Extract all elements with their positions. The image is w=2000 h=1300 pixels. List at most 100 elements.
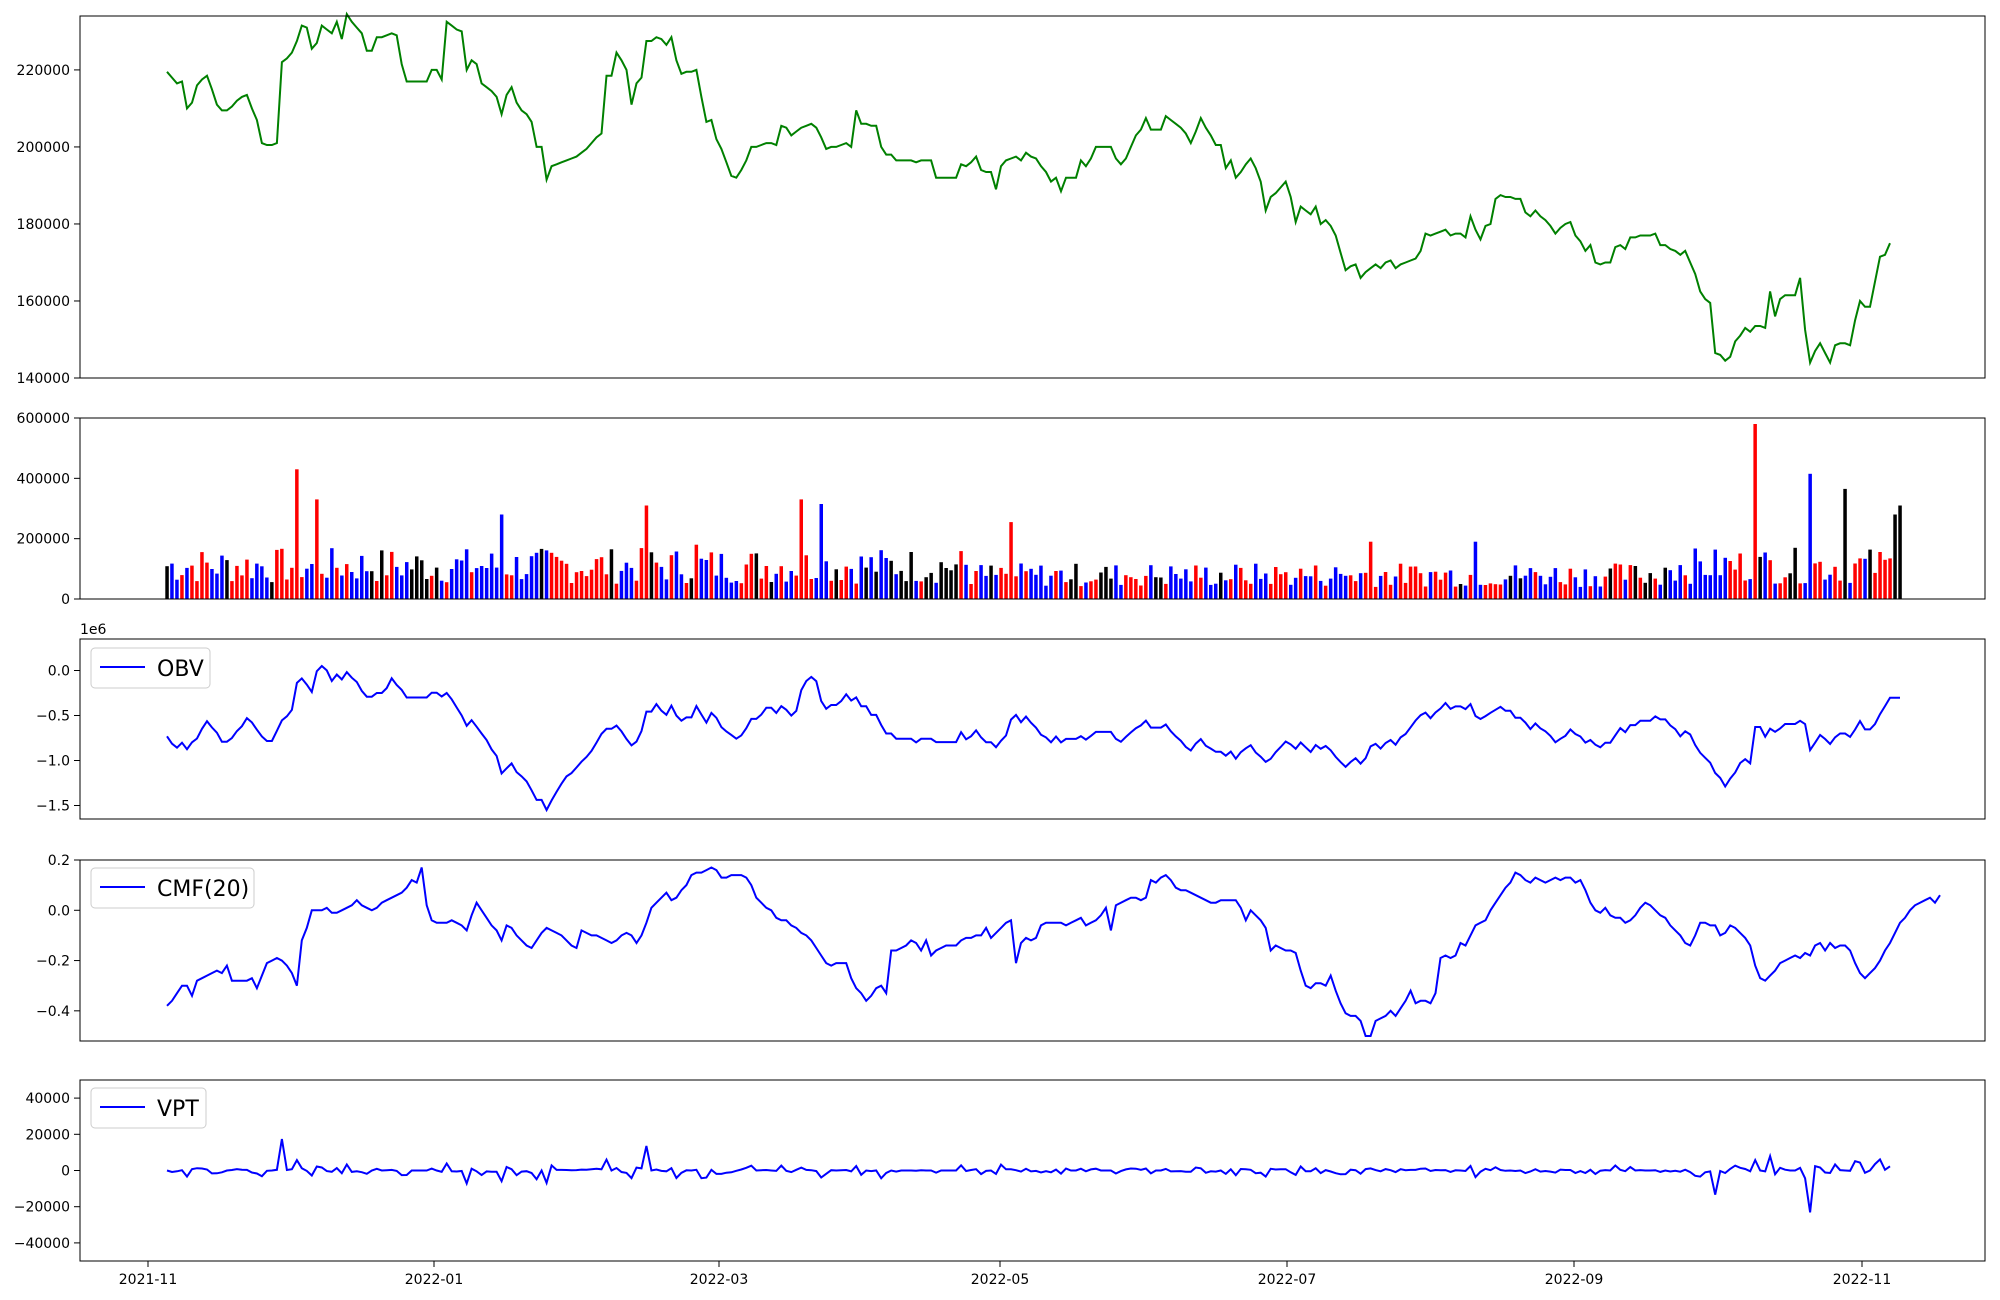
volume-bar bbox=[1648, 573, 1652, 599]
x-tick-label: 2022-09 bbox=[1545, 1272, 1604, 1288]
volume-bar bbox=[1323, 585, 1328, 599]
volume-bar bbox=[504, 574, 509, 599]
obv-legend: OBV bbox=[90, 647, 211, 689]
volume-bar bbox=[1328, 578, 1333, 599]
obv-line bbox=[166, 664, 1900, 813]
volume-bar bbox=[534, 552, 539, 599]
volume-bar bbox=[1293, 577, 1298, 599]
volume-bar bbox=[1318, 580, 1323, 599]
volume-bar bbox=[679, 574, 684, 599]
volume-bar bbox=[365, 571, 369, 599]
volume-bar bbox=[549, 552, 554, 599]
volume-bar bbox=[1683, 575, 1687, 599]
volume-bar bbox=[779, 566, 783, 599]
volume-bar bbox=[395, 566, 399, 599]
volume-bar bbox=[1543, 584, 1548, 599]
volume-bar bbox=[1898, 505, 1902, 599]
volume-bar bbox=[325, 577, 329, 599]
volume-bar bbox=[749, 553, 754, 599]
volume-bar bbox=[1533, 572, 1538, 599]
volume-bar bbox=[474, 568, 479, 599]
volume-bar bbox=[1358, 573, 1363, 599]
volume-bar bbox=[994, 574, 998, 599]
volume-bar bbox=[1403, 582, 1408, 599]
volume-bar bbox=[479, 566, 484, 599]
volume-bar bbox=[1493, 584, 1498, 599]
cmf-frame bbox=[79, 859, 1986, 1042]
volume-bar bbox=[1553, 568, 1558, 599]
obv-legend-label: OBV bbox=[157, 657, 204, 682]
volume-bar bbox=[959, 551, 963, 599]
volume-bar bbox=[380, 550, 384, 599]
volume-bar bbox=[1483, 585, 1488, 599]
volume-bar bbox=[464, 549, 469, 599]
volume-bar bbox=[360, 555, 364, 599]
volume-bar bbox=[1219, 572, 1223, 599]
volume-bar bbox=[1693, 548, 1697, 599]
volume-bar bbox=[285, 579, 289, 599]
volume-bar bbox=[684, 583, 689, 599]
obv-y-axis: 0.0 −0.5 −1.0 −1.5 bbox=[36, 664, 80, 815]
volume-bar bbox=[1079, 586, 1083, 599]
volume-bar bbox=[1169, 566, 1173, 599]
volume-bar bbox=[469, 572, 474, 599]
volume-bar bbox=[1308, 576, 1313, 599]
volume-bar bbox=[1109, 578, 1113, 599]
volume-bar bbox=[674, 551, 679, 599]
volume-bar bbox=[1518, 578, 1523, 599]
volume-bar bbox=[1488, 583, 1493, 599]
volume-bar bbox=[539, 548, 544, 599]
volume-bar bbox=[619, 570, 624, 599]
volume-bar bbox=[1653, 578, 1657, 599]
y-tick-label: 0.2 bbox=[48, 853, 70, 869]
volume-bar bbox=[609, 549, 614, 599]
volume-bar bbox=[1733, 569, 1737, 599]
volume-bar bbox=[639, 548, 644, 599]
volume-bar bbox=[175, 579, 179, 599]
volume-bar bbox=[964, 564, 968, 599]
volume-bar bbox=[589, 569, 594, 599]
volume-bar bbox=[1873, 572, 1877, 599]
volume-bar bbox=[300, 577, 304, 599]
volume-bar bbox=[305, 568, 309, 599]
volume-bar bbox=[290, 567, 294, 599]
volume-bar bbox=[944, 568, 948, 599]
volume-bar bbox=[1848, 582, 1852, 599]
volume-bar bbox=[459, 560, 464, 599]
volume-bar bbox=[874, 571, 878, 599]
volume-bar bbox=[1523, 575, 1528, 599]
volume-bar bbox=[250, 578, 254, 599]
volume-bar bbox=[1159, 577, 1163, 599]
volume-bar bbox=[879, 550, 883, 599]
volume-bar bbox=[984, 575, 988, 599]
volume-bar bbox=[1568, 568, 1573, 599]
volume-bar bbox=[1039, 565, 1043, 599]
volume-bar bbox=[1463, 585, 1468, 599]
price-frame bbox=[79, 15, 1986, 379]
volume-bar bbox=[1313, 565, 1318, 599]
volume-bar bbox=[1289, 584, 1293, 599]
volume-bar bbox=[529, 556, 534, 599]
y-tick-label: 600000 bbox=[17, 411, 70, 427]
volume-bar bbox=[295, 469, 299, 599]
volume-bar bbox=[1688, 583, 1692, 599]
volume-bar bbox=[310, 564, 314, 599]
volume-bar bbox=[1473, 541, 1478, 599]
vpt-y-axis: 40000 20000 0 −20000 −40000 bbox=[14, 1091, 80, 1252]
volume-bar bbox=[949, 570, 953, 599]
volume-bar bbox=[1144, 575, 1148, 599]
volume-bar bbox=[1054, 571, 1058, 599]
volume-bar bbox=[1378, 575, 1383, 599]
volume-bar bbox=[714, 575, 719, 599]
volume-bar bbox=[1548, 576, 1553, 599]
y-tick-label: 220000 bbox=[17, 63, 70, 79]
volume-bar bbox=[839, 580, 843, 599]
volume-bar bbox=[1264, 573, 1268, 599]
volume-bar bbox=[599, 557, 604, 599]
volume-bar bbox=[1099, 572, 1103, 599]
y-tick-label: 200000 bbox=[17, 532, 70, 548]
volume-bar bbox=[439, 580, 444, 599]
volume-bar bbox=[1528, 568, 1533, 599]
volume-bar bbox=[1089, 581, 1093, 599]
volume-bar bbox=[774, 573, 778, 599]
